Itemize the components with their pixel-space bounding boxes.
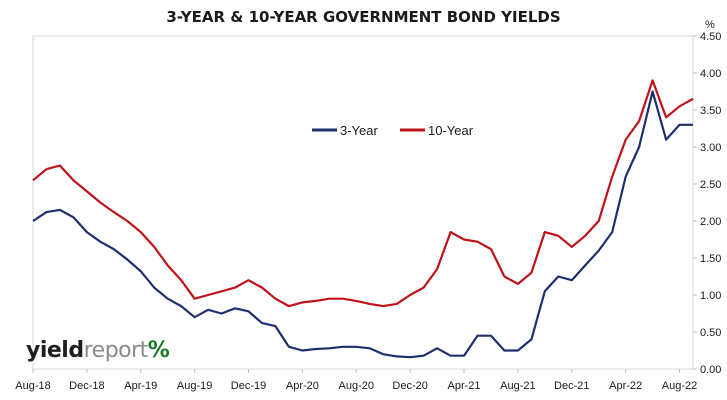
y-tick-label: 0.00 <box>700 364 721 376</box>
series-line-3-year <box>32 90 693 359</box>
y-tick-label: 0.50 <box>700 327 721 339</box>
x-tick-label: Apr-21 <box>448 380 481 392</box>
chart-title: 3-YEAR & 10-YEAR GOVERNMENT BOND YIELDS <box>166 8 561 26</box>
y-tick-label: 4.00 <box>700 68 721 80</box>
logo-text-yield: yield <box>26 338 84 363</box>
x-tick-label: Aug-21 <box>500 380 535 392</box>
y-tick-label: 4.50 <box>700 31 721 43</box>
series-line-10-year <box>32 79 694 308</box>
legend-label: 10-Year <box>428 123 474 138</box>
x-tick-label: Apr-20 <box>286 380 319 392</box>
logo-text-report: report <box>83 338 149 363</box>
x-tick-label: Aug-22 <box>662 380 697 392</box>
x-tick-label: Dec-19 <box>231 380 266 392</box>
x-tick-label: Aug-18 <box>15 380 50 392</box>
x-tick-label: Aug-20 <box>339 380 374 392</box>
legend-label: 3-Year <box>340 123 378 138</box>
x-tick-label: Aug-19 <box>177 380 212 392</box>
x-tick-label: Apr-19 <box>124 380 157 392</box>
y-tick-label: 3.50 <box>700 105 721 117</box>
y-axis-unit: % <box>705 19 715 31</box>
x-tick-label: Apr-22 <box>609 380 642 392</box>
y-tick-label: 1.50 <box>700 253 721 265</box>
logo-percent-icon: % <box>147 338 170 363</box>
y-tick-label: 2.00 <box>700 216 721 228</box>
yieldreport-logo: yieldreport% <box>26 338 170 363</box>
x-tick-label: Dec-21 <box>554 380 589 392</box>
y-tick-label: 2.50 <box>700 179 721 191</box>
y-tick-label: 3.00 <box>700 142 721 154</box>
plot-frame <box>32 35 694 370</box>
x-tick-label: Dec-18 <box>69 380 104 392</box>
x-tick-label: Dec-20 <box>392 380 427 392</box>
y-tick-label: 1.00 <box>700 290 721 302</box>
